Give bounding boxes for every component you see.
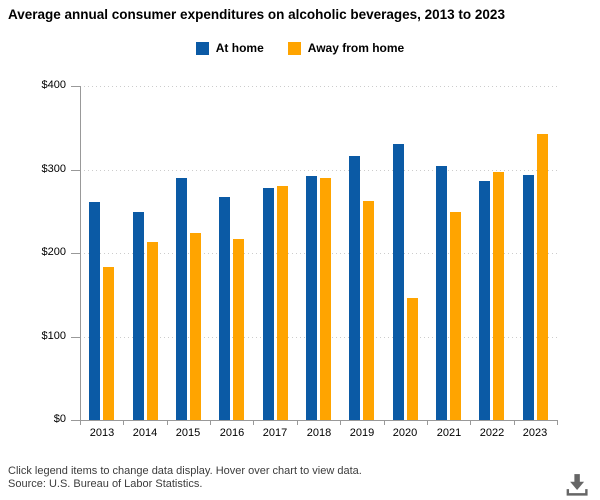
legend-item-away-from-home[interactable]: Away from home bbox=[287, 41, 405, 55]
x-axis-tick bbox=[384, 421, 385, 425]
bar-at-home-2017[interactable] bbox=[263, 188, 274, 420]
x-axis-tick bbox=[123, 421, 124, 425]
footer: Click legend items to change data displa… bbox=[8, 465, 362, 491]
x-axis-tick bbox=[297, 421, 298, 425]
x-axis bbox=[80, 420, 558, 421]
bar-at-home-2021[interactable] bbox=[436, 166, 447, 420]
bar-at-home-2019[interactable] bbox=[349, 156, 360, 420]
bar-away-from-home-2013[interactable] bbox=[103, 267, 114, 420]
x-axis-label: 2019 bbox=[349, 427, 375, 439]
bar-away-from-home-2019[interactable] bbox=[363, 201, 374, 420]
x-axis-label: 2015 bbox=[175, 427, 201, 439]
legend: At home Away from home bbox=[0, 41, 600, 55]
x-axis-tick bbox=[340, 421, 341, 425]
bar-away-from-home-2015[interactable] bbox=[190, 233, 201, 420]
gridline bbox=[80, 337, 557, 338]
y-axis-tick bbox=[71, 253, 80, 254]
bar-at-home-2014[interactable] bbox=[133, 212, 144, 420]
x-axis-tick bbox=[167, 421, 168, 425]
gridline bbox=[80, 86, 557, 87]
chart-title: Average annual consumer expenditures on … bbox=[8, 7, 505, 22]
y-axis-label: $300 bbox=[41, 163, 66, 175]
x-axis-tick bbox=[80, 421, 81, 425]
bar-at-home-2023[interactable] bbox=[523, 175, 534, 420]
bar-at-home-2022[interactable] bbox=[479, 181, 490, 420]
y-axis bbox=[80, 86, 81, 420]
x-axis-label: 2017 bbox=[262, 427, 288, 439]
bar-at-home-2013[interactable] bbox=[89, 202, 100, 420]
x-axis-label: 2020 bbox=[392, 427, 418, 439]
y-axis-label: $400 bbox=[41, 79, 66, 91]
x-axis-tick bbox=[514, 421, 515, 425]
bar-away-from-home-2017[interactable] bbox=[277, 186, 288, 420]
bar-away-from-home-2014[interactable] bbox=[147, 242, 158, 420]
legend-label-away-from-home: Away from home bbox=[307, 41, 405, 55]
y-axis-tick bbox=[71, 86, 80, 87]
download-icon bbox=[566, 474, 588, 496]
y-axis-label: $100 bbox=[41, 330, 66, 342]
at-home-swatch-icon bbox=[195, 41, 209, 55]
x-axis-label: 2021 bbox=[436, 427, 462, 439]
legend-label-at-home: At home bbox=[215, 41, 264, 55]
bar-away-from-home-2018[interactable] bbox=[320, 178, 331, 420]
away-from-home-swatch-icon bbox=[287, 41, 301, 55]
y-axis-label: $0 bbox=[53, 413, 66, 425]
download-button[interactable] bbox=[564, 472, 590, 498]
hint-text: Click legend items to change data displa… bbox=[8, 465, 362, 477]
bar-away-from-home-2020[interactable] bbox=[407, 298, 418, 420]
bar-at-home-2015[interactable] bbox=[176, 178, 187, 420]
x-axis-label: 2023 bbox=[522, 427, 548, 439]
x-axis-tick bbox=[557, 421, 558, 425]
bar-away-from-home-2023[interactable] bbox=[537, 134, 548, 420]
x-axis-label: 2013 bbox=[89, 427, 115, 439]
x-axis-tick bbox=[210, 421, 211, 425]
y-axis-label: $200 bbox=[41, 246, 66, 258]
bar-at-home-2020[interactable] bbox=[393, 144, 404, 420]
x-axis-tick bbox=[470, 421, 471, 425]
x-axis-label: 2018 bbox=[306, 427, 332, 439]
x-axis-tick bbox=[427, 421, 428, 425]
bar-away-from-home-2016[interactable] bbox=[233, 239, 244, 420]
gridline bbox=[80, 170, 557, 171]
bar-away-from-home-2021[interactable] bbox=[450, 212, 461, 420]
y-axis-tick bbox=[71, 420, 80, 421]
x-axis-tick bbox=[253, 421, 254, 425]
y-axis-tick bbox=[71, 170, 80, 171]
bar-at-home-2016[interactable] bbox=[219, 197, 230, 420]
x-axis-label: 2022 bbox=[479, 427, 505, 439]
x-axis-label: 2016 bbox=[219, 427, 245, 439]
bar-at-home-2018[interactable] bbox=[306, 176, 317, 420]
source-text: Source: U.S. Bureau of Labor Statistics. bbox=[8, 477, 203, 490]
legend-item-at-home[interactable]: At home bbox=[195, 41, 264, 55]
gridline bbox=[80, 253, 557, 254]
x-axis-label: 2014 bbox=[132, 427, 158, 439]
y-axis-tick bbox=[71, 337, 80, 338]
bar-away-from-home-2022[interactable] bbox=[493, 172, 504, 420]
